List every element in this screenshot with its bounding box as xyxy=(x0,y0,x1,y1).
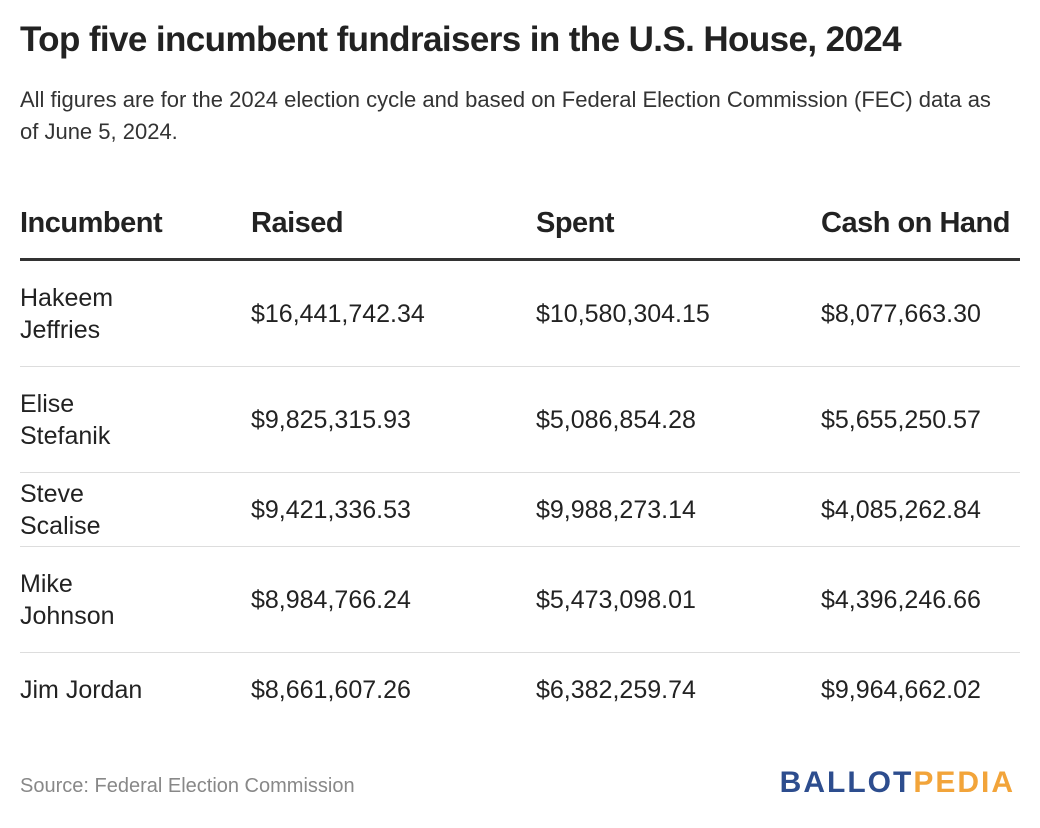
logo-part-pedia: PEDIA xyxy=(913,766,1015,799)
raised-value: $8,661,607.26 xyxy=(251,675,411,704)
table-row: Jim Jordan $8,661,607.26 $6,382,259.74 $… xyxy=(20,653,1020,727)
spent-value: $10,580,304.15 xyxy=(536,259,821,367)
cash-on-hand-value: $9,964,662.02 xyxy=(821,675,981,704)
incumbent-name: Elise Stefanik xyxy=(20,366,251,473)
fundraisers-table: Incumbent Raised Spent Cash on Hand Hake… xyxy=(20,188,1020,726)
table-row: Elise Stefanik $9,825,315.93 $5,086,854.… xyxy=(20,366,1020,473)
cash-on-hand-value: $5,655,250.57 xyxy=(821,366,1020,473)
raised-value: $9,421,336.53 xyxy=(251,472,536,547)
raised-value: $8,984,766.24 xyxy=(251,546,536,653)
chart-subtitle: All figures are for the 2024 election cy… xyxy=(20,87,991,144)
column-header-raised: Raised xyxy=(251,188,536,261)
table-row: Mike Johnson $8,984,766.24 $5,473,098.01… xyxy=(20,546,1020,653)
source-note: Source: Federal Election Commission xyxy=(20,775,355,797)
spent-value: $9,988,273.14 xyxy=(536,472,821,547)
table-row: Hakeem Jeffries $16,441,742.34 $10,580,3… xyxy=(20,259,1020,367)
cash-on-hand-value: $4,085,262.84 xyxy=(821,472,1020,547)
cash-on-hand-value: $4,396,246.66 xyxy=(821,546,1020,653)
column-header-spent: Spent xyxy=(536,188,821,261)
incumbent-name: Hakeem Jeffries xyxy=(20,259,251,367)
spent-value: $5,473,098.01 xyxy=(536,546,821,653)
spent-value: $6,382,259.74 xyxy=(536,675,696,704)
spent-value: $5,086,854.28 xyxy=(536,366,821,473)
column-header-cash-on-hand: Cash on Hand xyxy=(821,188,1020,261)
raised-value: $16,441,742.34 xyxy=(251,259,536,367)
incumbent-name: Mike Johnson xyxy=(20,546,251,653)
table-row: Steve Scalise $9,421,336.53 $9,988,273.1… xyxy=(20,472,1020,547)
chart-title: Top five incumbent fundraisers in the U.… xyxy=(20,20,902,59)
chart-container: Top five incumbent fundraisers in the U.… xyxy=(20,0,1020,828)
raised-value: $9,825,315.93 xyxy=(251,366,536,473)
table-header-row: Incumbent Raised Spent Cash on Hand xyxy=(20,188,1020,261)
column-header-incumbent: Incumbent xyxy=(20,188,251,261)
cash-on-hand-value: $8,077,663.30 xyxy=(821,259,1020,367)
ballotpedia-logo: BALLOTPEDIA xyxy=(780,766,1015,800)
incumbent-name: Jim Jordan xyxy=(20,675,143,704)
incumbent-name: Steve Scalise xyxy=(20,472,251,547)
logo-part-ballot: BALLOT xyxy=(779,766,914,799)
